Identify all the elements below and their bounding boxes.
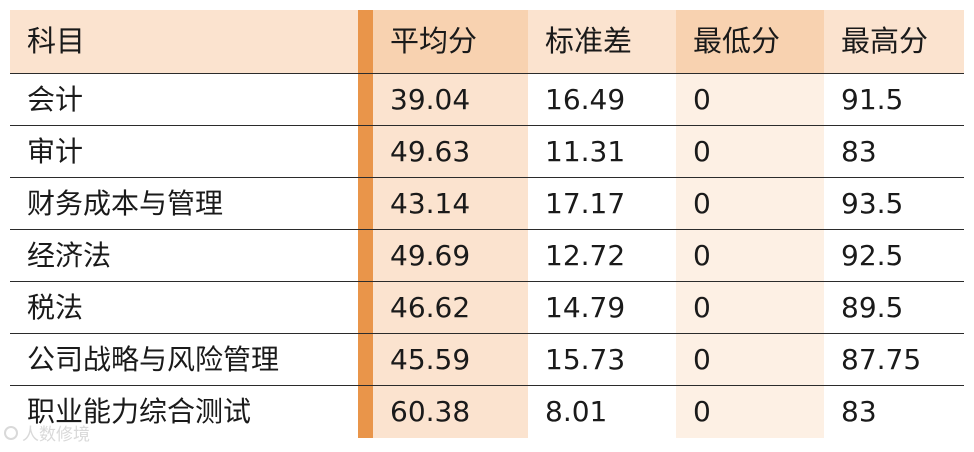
table-header-row: 科目 平均分 标准差 最低分 最高分 (10, 10, 964, 74)
cell-max: 93.5 (841, 186, 904, 220)
cell-stddev: 16.49 (545, 82, 626, 116)
cell-min: 0 (676, 334, 824, 385)
cell-mean: 45.59 (373, 334, 528, 385)
watermark-logo-icon (4, 425, 18, 440)
table-row: 公司战略与风险管理 45.59 15.73 0 87.75 (10, 334, 964, 386)
table-row: 财务成本与管理 43.14 17.17 0 93.5 (10, 178, 964, 230)
watermark-text: 人数修境 (22, 425, 90, 445)
cell-min: 0 (676, 282, 824, 333)
cell-min: 0 (676, 386, 824, 438)
cell-subject: 会计 (27, 82, 84, 116)
cell-min: 0 (676, 126, 824, 177)
accent-bar (358, 230, 373, 281)
cell-mean: 60.38 (373, 386, 528, 438)
cell-subject: 经济法 (27, 238, 112, 272)
accent-bar (358, 334, 373, 385)
cell-min: 0 (676, 230, 824, 281)
cell-subject: 财务成本与管理 (27, 186, 224, 220)
cell-max: 91.5 (841, 82, 904, 116)
header-max: 最高分 (841, 24, 929, 58)
watermark: 人数修境 (4, 420, 90, 445)
cell-max: 83 (841, 395, 877, 428)
cell-max: 92.5 (841, 238, 904, 272)
cell-mean: 43.14 (373, 178, 528, 229)
cell-stddev: 15.73 (545, 342, 626, 376)
cell-max: 89.5 (841, 290, 904, 324)
cell-mean: 49.69 (373, 230, 528, 281)
table-row: 会计 39.04 16.49 0 91.5 (10, 74, 964, 126)
accent-bar (358, 74, 373, 125)
cell-subject: 审计 (27, 134, 84, 168)
table-row: 经济法 49.69 12.72 0 92.5 (10, 230, 964, 282)
accent-bar (358, 282, 373, 333)
cell-stddev: 14.79 (545, 290, 626, 324)
header-subject: 科目 (27, 24, 86, 58)
cell-max: 83 (841, 134, 877, 168)
accent-bar (358, 178, 373, 229)
cell-mean: 46.62 (373, 282, 528, 333)
score-table: 科目 平均分 标准差 最低分 最高分 会计 39.04 16.49 0 91.5… (10, 10, 964, 438)
cell-max: 87.75 (841, 342, 922, 376)
cell-stddev: 12.72 (545, 238, 626, 272)
accent-bar (358, 126, 373, 177)
cell-subject: 公司战略与风险管理 (27, 342, 280, 376)
table-row: 审计 49.63 11.31 0 83 (10, 126, 964, 178)
header-min: 最低分 (676, 10, 824, 73)
cell-stddev: 8.01 (545, 395, 608, 428)
accent-bar (358, 386, 373, 438)
cell-min: 0 (676, 74, 824, 125)
table-row: 职业能力综合测试 60.38 8.01 0 83 (10, 386, 964, 438)
cell-subject: 职业能力综合测试 (27, 395, 252, 428)
cell-stddev: 11.31 (545, 134, 626, 168)
header-stddev: 标准差 (545, 24, 633, 58)
table-row: 税法 46.62 14.79 0 89.5 (10, 282, 964, 334)
header-mean: 平均分 (373, 10, 528, 73)
cell-stddev: 17.17 (545, 186, 626, 220)
cell-subject: 税法 (27, 290, 84, 324)
cell-mean: 39.04 (373, 74, 528, 125)
accent-bar (358, 10, 373, 73)
cell-min: 0 (676, 178, 824, 229)
cell-mean: 49.63 (373, 126, 528, 177)
